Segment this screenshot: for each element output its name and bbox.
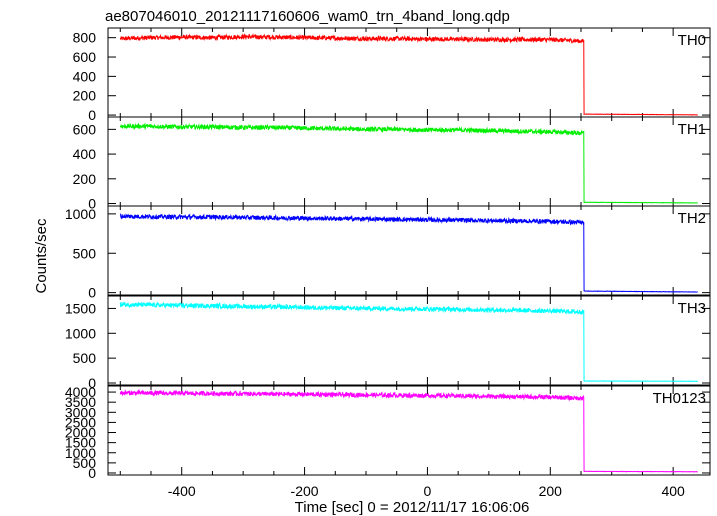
panel-frame	[107, 385, 711, 476]
x-tick-label: 200	[539, 483, 563, 499]
panel-frame	[107, 205, 711, 296]
y-tick-label: 0	[88, 375, 96, 391]
y-tick-label: 500	[73, 245, 97, 261]
panel-th2: 0 500 1000 TH2	[65, 205, 711, 301]
series-line	[119, 389, 698, 473]
x-tick-label: -400	[168, 483, 196, 499]
y-tick-label: 0	[88, 465, 96, 481]
y-tick-label: 200	[73, 88, 97, 104]
panel-label: TH2	[678, 210, 706, 227]
y-axis-label: Counts/sec	[33, 218, 50, 294]
x-tick-label: 0	[424, 483, 432, 499]
y-tick-label: 2500	[65, 414, 96, 430]
y-tick-label: 400	[73, 68, 97, 84]
y-tick-label: 200	[73, 171, 97, 187]
y-tick-label: 600	[73, 49, 97, 65]
panel-frame	[107, 116, 711, 207]
chart-title: ae807046010_20121117160606_wam0_trn_4ban…	[105, 8, 510, 25]
y-tick-label: 3000	[65, 404, 96, 420]
series-line	[119, 33, 699, 116]
y-tick-label: 1000	[65, 206, 96, 222]
x-axis-label: Time [sec] 0 = 2012/11/17 16:06:06	[295, 499, 530, 516]
y-tick-label: 0	[88, 285, 96, 301]
x-tick-label: 400	[661, 483, 685, 499]
y-tick-label: 0	[88, 107, 96, 123]
panel-th3: 0 500 1000 1500 TH3	[65, 295, 711, 391]
series-line	[119, 301, 698, 383]
y-tick-label: 1500	[65, 435, 96, 451]
y-tick-label: 3500	[65, 394, 96, 410]
y-tick-label: 2000	[65, 425, 96, 441]
y-tick-label: 500	[73, 455, 97, 471]
y-tick-label: 500	[73, 350, 97, 366]
x-tick-label: -200	[291, 483, 319, 499]
y-tick-label: 400	[73, 146, 97, 162]
panel-label: TH0	[678, 32, 706, 49]
panel-frame	[107, 295, 711, 386]
panel-label: TH0123	[653, 390, 706, 407]
y-tick-label: 1000	[65, 325, 96, 341]
series-line	[119, 212, 698, 293]
panel-label: TH1	[678, 121, 706, 138]
panel-label: TH3	[678, 300, 706, 317]
panel-frame	[107, 27, 711, 118]
y-tick-label: 1500	[65, 300, 96, 316]
panel-th0: 0 200 400 600 800 TH0	[73, 27, 711, 123]
series-line	[119, 122, 698, 204]
y-tick-label: 4000	[65, 384, 96, 400]
y-tick-label: 600	[73, 121, 97, 137]
y-tick-label: 800	[73, 30, 97, 46]
panel-th1: 0 200 400 600 TH1	[73, 116, 711, 212]
y-tick-label: 0	[88, 196, 96, 212]
y-tick-label: 1000	[65, 445, 96, 461]
